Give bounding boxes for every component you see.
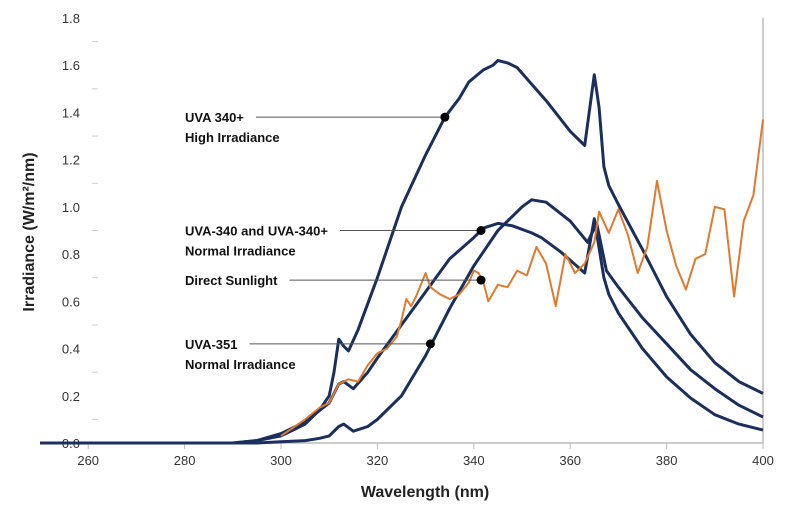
series-line-uva351 [40, 198, 764, 445]
y-tick-label: 0.6 [62, 294, 80, 309]
x-tick-label: 300 [270, 453, 292, 468]
y-axis-label: Irradiance (W/m²/nm) [21, 152, 38, 311]
annotation-dot [476, 226, 486, 235]
x-tick-label: 380 [656, 453, 678, 468]
x-tick-label: 400 [752, 453, 774, 468]
y-tick-label: 1.2 [62, 153, 80, 168]
y-tick-label: 1.4 [62, 105, 80, 120]
x-tick-label: 260 [77, 453, 99, 468]
x-axis-label: Wavelength (nm) [361, 484, 489, 501]
annotation: UVA-340 and UVA-340+ Normal Irradiance [185, 224, 486, 259]
annotation: UVA 340+ High Irradiance [185, 110, 450, 145]
annotation-dot [440, 112, 450, 122]
x-tick-label: 280 [174, 453, 196, 468]
x-tick-label: 360 [559, 453, 581, 468]
annotation-label: High Irradiance [185, 130, 280, 145]
annotation-label: Direct Sunlight [185, 273, 278, 288]
annotation-dot [425, 339, 435, 349]
y-tick-label: 0.8 [62, 247, 80, 262]
y-tick-label: 1.8 [62, 11, 80, 26]
x-tick-label: 320 [367, 453, 389, 468]
y-tick-label: 1.6 [62, 58, 80, 73]
annotation-dot [476, 275, 486, 285]
series-line-sunlight [280, 119, 764, 437]
annotation-label: UVA-351 [185, 337, 238, 352]
series-line-high [40, 59, 764, 445]
annotation: Direct Sunlight [185, 273, 486, 288]
annotation-label: UVA 340+ [185, 110, 244, 125]
y-tick-label: 0.4 [62, 342, 80, 357]
y-tick-label: 1.0 [62, 200, 80, 215]
annotation-label: UVA-340 and UVA-340+ [185, 224, 328, 239]
annotation-label: Normal Irradiance [185, 357, 296, 372]
x-tick-label: 340 [463, 453, 485, 468]
annotation: UVA-351 Normal Irradiance [185, 337, 435, 372]
y-tick-label: 0.2 [62, 389, 80, 404]
annotation-label: Normal Irradiance [185, 244, 296, 259]
